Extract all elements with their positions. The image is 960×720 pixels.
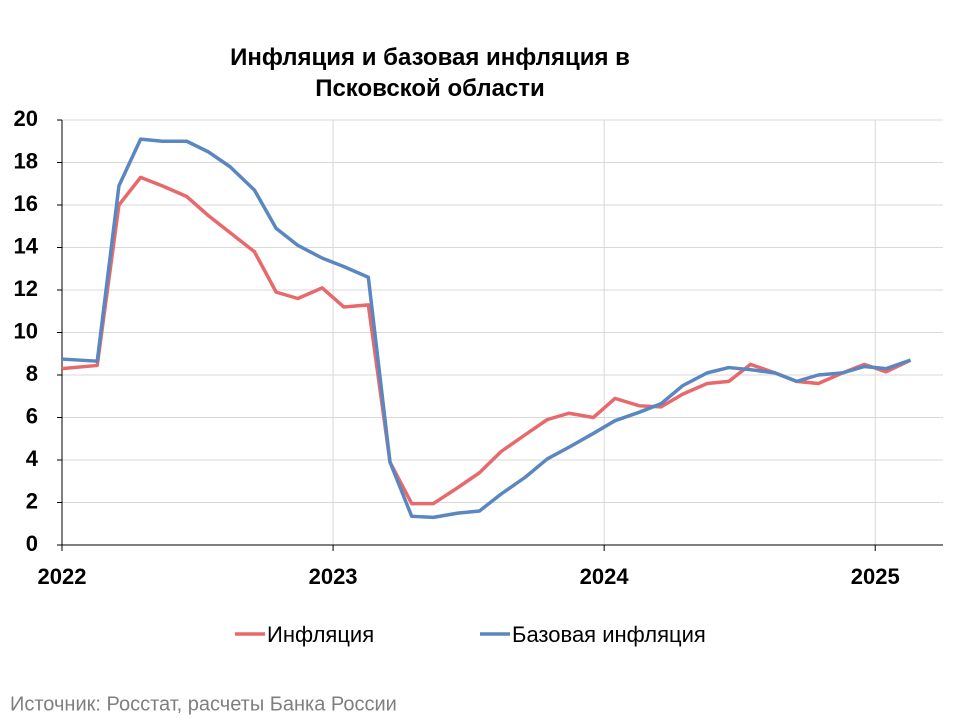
x-tick-label: 2025 [851,564,900,589]
y-tick-label: 14 [14,233,39,258]
y-tick-label: 18 [14,148,38,173]
chart-title: Инфляция и базовая инфляция в Псковской … [230,44,630,102]
y-tick-label: 20 [14,106,38,131]
x-tick-label: 2023 [309,564,358,589]
y-tick-label: 4 [26,446,39,471]
legend-label: Инфляция [267,622,374,647]
y-tick-label: 8 [26,361,38,386]
y-tick-label: 2 [26,488,38,513]
series-line [61,137,912,520]
y-tick-label: 10 [14,318,38,343]
x-tick-label: 2022 [38,564,87,589]
x-tick-label: 2024 [580,564,630,589]
y-tick-label: 12 [14,276,38,301]
y-tick-label: 0 [26,531,38,556]
series-line [61,175,912,506]
source-note: Источник: Росстат, расчеты Банка России [10,693,397,715]
y-tick-label: 6 [26,403,38,428]
legend-label: Базовая инфляция [512,622,706,647]
y-tick-label: 16 [14,191,38,216]
